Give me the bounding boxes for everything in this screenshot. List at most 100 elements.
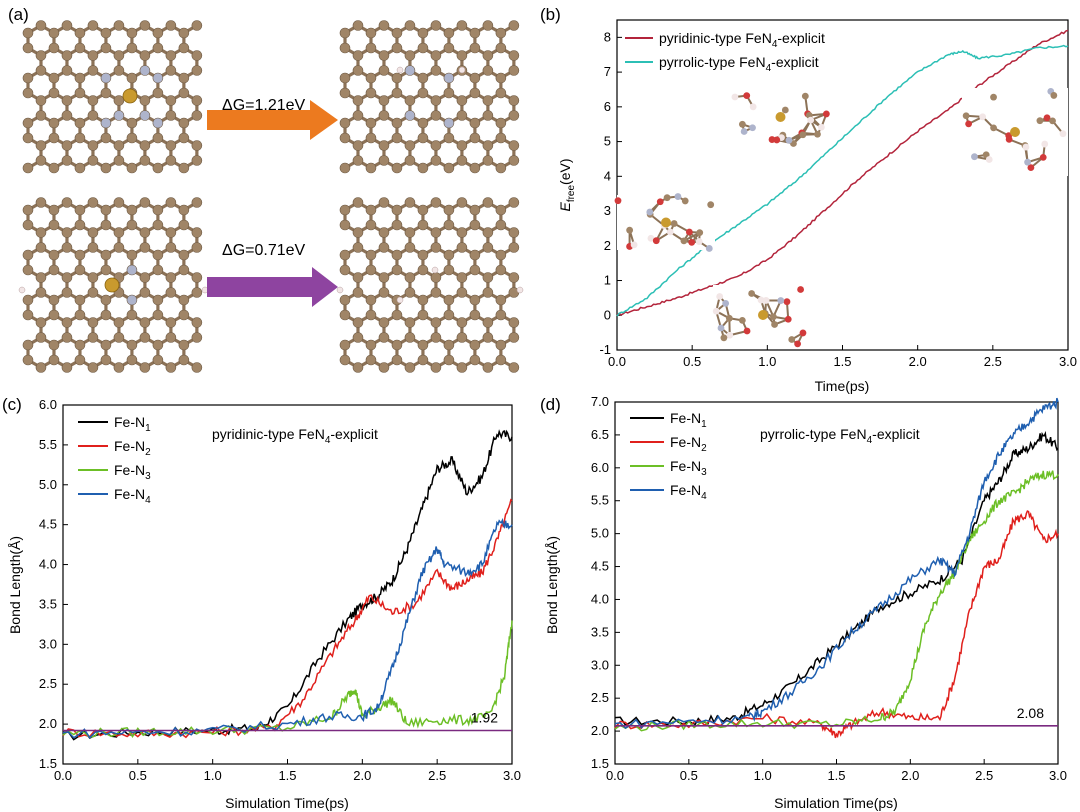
carbon-atom — [178, 354, 190, 366]
carbon-atom — [152, 27, 164, 39]
x-tick-label: 1.5 — [278, 768, 296, 783]
carbon-atom — [22, 294, 34, 306]
inset-atom — [1027, 164, 1035, 171]
inset-atom — [743, 327, 751, 335]
carbon-atom — [178, 27, 190, 39]
x-tick-label: 3.0 — [503, 768, 521, 783]
y-tick-label: 5.5 — [39, 437, 57, 452]
carbon-atom — [456, 197, 468, 208]
carbon-atom — [365, 27, 377, 39]
carbon-atom — [100, 162, 112, 174]
carbon-atom — [100, 204, 112, 216]
carbon-atom — [100, 264, 112, 276]
carbon-atom — [191, 317, 203, 328]
nitrogen-atom — [404, 110, 416, 121]
carbon-atom — [352, 95, 364, 106]
carbon-atom — [430, 140, 442, 151]
carbon-atom — [391, 87, 403, 99]
carbon-atom — [469, 339, 481, 351]
carbon-atom — [404, 332, 416, 343]
carbon-atom — [74, 204, 86, 216]
carbon-atom — [100, 339, 112, 351]
inset-atom — [614, 197, 622, 205]
carbon-atom — [443, 132, 455, 144]
y-tick-label: 4.0 — [591, 591, 609, 606]
carbon-atom — [352, 272, 364, 283]
inset-atom — [743, 92, 751, 99]
carbon-atom — [391, 219, 403, 231]
y-tick-label: 6.5 — [591, 427, 609, 442]
carbon-atom — [48, 309, 60, 321]
inset-atom — [630, 241, 638, 249]
carbon-atom — [139, 287, 151, 298]
carbon-atom — [61, 95, 73, 106]
inset-atom — [777, 297, 785, 304]
carbon-atom — [508, 140, 520, 151]
carbon-atom — [178, 339, 190, 351]
carbon-atom — [191, 155, 203, 166]
carbon-atom — [430, 155, 442, 166]
reaction-top-delta-g: ΔG=1.21eV — [222, 97, 306, 114]
inset-atom — [757, 296, 765, 304]
inset-atom — [990, 124, 997, 132]
carbon-atom — [61, 110, 73, 121]
carbon-atom — [74, 264, 86, 276]
carbon-atom — [391, 42, 403, 54]
carbon-atom — [404, 140, 416, 151]
inset-atom — [762, 297, 770, 304]
y-tick-label: 5.0 — [591, 526, 609, 541]
legend-label: pyrrolic-type FeN4-explicit — [659, 54, 819, 74]
carbon-atom — [508, 20, 520, 31]
carbon-atom — [178, 309, 190, 321]
carbon-atom — [48, 72, 60, 84]
x-tick-label: 0.0 — [606, 768, 624, 783]
y-tick-label: 8 — [604, 29, 611, 44]
carbon-atom — [165, 242, 177, 253]
inset-atom — [770, 313, 777, 321]
x-tick-label: 2.0 — [353, 768, 371, 783]
carbon-atom — [178, 87, 190, 99]
x-tick-label: 2.5 — [428, 768, 446, 783]
carbon-atom — [165, 20, 177, 31]
inset-atom — [666, 228, 674, 236]
carbon-atom — [443, 339, 455, 351]
carbon-atom — [87, 197, 99, 208]
nitrogen-atom — [126, 294, 138, 306]
carbon-atom — [378, 50, 390, 61]
carbon-atom — [48, 219, 60, 231]
legend-label-main: Fe-N — [670, 410, 701, 426]
carbon-atom — [469, 204, 481, 216]
nitrogen-atom — [139, 65, 151, 76]
y-tick-label: 1.5 — [591, 756, 609, 771]
y-tick-label: 7 — [604, 64, 611, 79]
carbon-atom — [430, 362, 442, 373]
carbon-atom — [378, 362, 390, 373]
carbon-atom — [113, 95, 125, 106]
carbon-atom — [139, 155, 151, 166]
carbon-atom — [191, 287, 203, 298]
series-line-fe-n4 — [62, 517, 513, 739]
x-tick-label: 3.0 — [1059, 354, 1077, 369]
carbon-atom — [61, 155, 73, 166]
carbon-atom — [378, 272, 390, 283]
carbon-atom — [113, 50, 125, 61]
carbon-atom — [495, 354, 507, 366]
carbon-atom — [61, 20, 73, 31]
carbon-atom — [482, 65, 494, 76]
inset-atom — [799, 329, 807, 337]
inset-atom — [971, 153, 978, 161]
panel-b-ylabel: Efree(eV) — [557, 158, 577, 211]
carbon-atom — [495, 249, 507, 261]
carbon-atom — [365, 162, 377, 174]
inset-atom — [1041, 140, 1049, 148]
carbon-atom — [469, 87, 481, 99]
legend-label: Fe-N2 — [114, 438, 151, 458]
y-tick-label: 2 — [604, 238, 611, 253]
carbon-atom — [87, 227, 99, 238]
carbon-atom — [391, 27, 403, 39]
x-tick-label: 1.0 — [758, 354, 776, 369]
carbon-atom — [152, 309, 164, 321]
carbon-atom — [87, 242, 99, 253]
x-tick-label: 3.0 — [1049, 768, 1067, 783]
